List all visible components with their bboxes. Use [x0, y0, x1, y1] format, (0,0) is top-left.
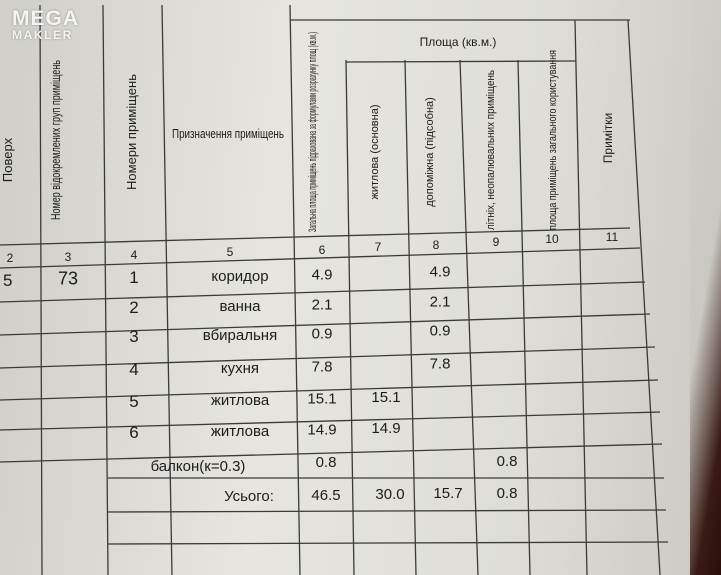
balcony-label: балкон(к=0.3)	[151, 458, 246, 475]
cell-total: 7.8	[312, 359, 333, 376]
cell-floor: 5	[3, 271, 12, 290]
totals-living: 30.0	[375, 486, 404, 503]
cell-aux: 0.9	[430, 322, 451, 339]
column-number: 3	[65, 250, 72, 264]
balcony-summer: 0.8	[497, 453, 518, 470]
column-number: 2	[7, 251, 14, 265]
cell-total: 4.9	[312, 267, 333, 284]
cell-total: 15.1	[307, 391, 336, 408]
header-room-numbers: Номери приміщень	[124, 74, 139, 190]
cell-living: 14.9	[371, 420, 400, 437]
cell-room: 1	[129, 268, 138, 287]
totals-label: Усього:	[224, 488, 274, 505]
cell-room: 6	[129, 423, 138, 442]
cell-purpose: коридор	[211, 268, 268, 285]
cell-total: 0.9	[312, 326, 333, 343]
column-number: 10	[545, 232, 559, 246]
table-row: 2 ванна 2.1 2.1	[129, 293, 450, 316]
totals-aux: 15.7	[433, 485, 462, 502]
header-total-area: Загальна площа приміщень підрахована за …	[307, 32, 319, 232]
column-number: 9	[493, 235, 500, 249]
column-number-row: 2 3 4 5 6 7 8 9 10 11	[7, 230, 619, 265]
column-number: 6	[319, 243, 326, 257]
cell-room: 4	[129, 360, 138, 379]
column-number: 7	[375, 240, 382, 254]
cell-purpose: вбиральня	[203, 327, 277, 344]
column-number: 8	[433, 238, 440, 252]
header-notes: Примітки	[601, 113, 615, 163]
balcony-row: балкон(к=0.3) 0.8 0.8	[151, 453, 518, 475]
cell-total: 14.9	[307, 422, 336, 439]
table-row: 5 73 1 коридор 4.9 4.9	[3, 263, 450, 290]
totals-row: Усього: 46.5 30.0 15.7 0.8	[224, 485, 517, 505]
data-rows: 5 73 1 коридор 4.9 4.9 2 ванна 2.1 2.1 3 вбиральня 0…	[3, 263, 517, 505]
cell-purpose: кухня	[221, 360, 259, 377]
document-sheet	[0, 0, 690, 575]
table-row: 6 житлова 14.9 14.9	[129, 420, 400, 442]
totals-total: 46.5	[311, 487, 340, 504]
table-row: 3 вбиральня 0.9 0.9	[129, 322, 450, 345]
cell-group: 73	[58, 268, 78, 288]
column-number: 5	[227, 245, 234, 259]
cell-purpose: ванна	[219, 298, 261, 315]
header-area-group: Площа (кв.м.)	[420, 35, 497, 49]
header-living: житлова (основна)	[369, 104, 381, 199]
column-number: 11	[606, 230, 619, 244]
table-row: 4 кухня 7.8 7.8	[129, 355, 450, 378]
cell-aux: 7.8	[430, 355, 451, 372]
header-floor: Поверх	[0, 137, 15, 182]
cell-aux: 2.1	[430, 293, 451, 310]
balcony-total: 0.8	[316, 454, 337, 471]
header-purpose: Призначення приміщень	[172, 126, 284, 141]
cell-room: 3	[129, 327, 138, 346]
cell-purpose: житлова	[211, 423, 270, 440]
table-row: 5 житлова 15.1 15.1	[129, 389, 400, 411]
cell-room: 5	[129, 392, 138, 411]
cell-total: 2.1	[312, 297, 333, 314]
header-summer: літніх, неопалювальних приміщень	[485, 70, 497, 230]
totals-summer: 0.8	[497, 485, 518, 502]
header-group-number: Номер відокремлених груп приміщень	[48, 60, 63, 220]
header-common: площа приміщень загального користування	[547, 50, 559, 230]
cell-living: 15.1	[371, 389, 400, 406]
header-auxiliary: допоміжна (підсобна)	[424, 97, 436, 207]
cell-purpose: житлова	[211, 392, 270, 409]
megamakler-logo: MEGA MAKLER	[12, 7, 79, 42]
column-number: 4	[131, 248, 138, 262]
cell-room: 2	[129, 298, 138, 317]
cell-aux: 4.9	[430, 263, 451, 280]
